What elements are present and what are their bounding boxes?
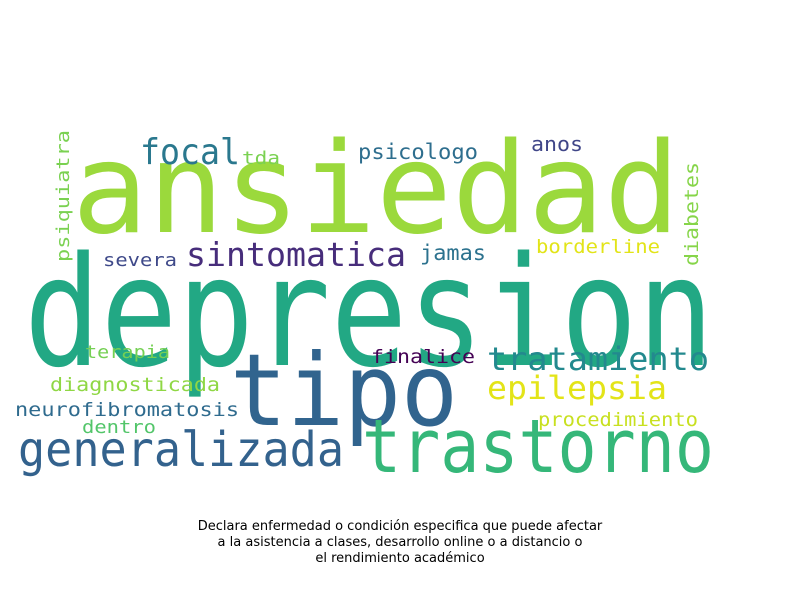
word-generalizada: generalizada bbox=[18, 422, 344, 478]
word-sintomatica: sintomatica bbox=[186, 235, 406, 274]
word-depresion: depresion bbox=[24, 224, 714, 401]
caption-line-3: el rendimiento académico bbox=[315, 551, 485, 566]
word-tda: tda bbox=[242, 148, 280, 169]
word-epilepsia: epilepsia bbox=[487, 369, 667, 407]
word-jamas: jamas bbox=[420, 241, 486, 265]
word-psicologo: psicologo bbox=[358, 140, 478, 164]
word-diabetes: diabetes bbox=[681, 162, 703, 266]
word-diagnosticada: diagnosticada bbox=[50, 374, 220, 396]
word-dentro: dentro bbox=[82, 417, 156, 438]
word-tipo: tipo bbox=[230, 332, 458, 449]
word-trastorno: trastorno bbox=[362, 404, 714, 490]
word-anos: anos bbox=[531, 132, 583, 156]
caption: Declara enfermedad o condición especific… bbox=[100, 519, 700, 567]
word-procedimiento: procedimiento bbox=[538, 409, 698, 431]
word-severa: severa bbox=[103, 250, 177, 271]
word-finalice: finalice bbox=[371, 346, 475, 368]
word-terapia: terapia bbox=[85, 342, 170, 363]
word-neurofibromatosis: neurofibromatosis bbox=[15, 399, 239, 421]
word-ansiedad: ansiedad bbox=[72, 115, 680, 262]
word-borderline: borderline bbox=[536, 236, 660, 258]
word-focal: focal bbox=[140, 132, 240, 173]
caption-line-2: a la asistencia a clases, desarrollo onl… bbox=[217, 535, 583, 550]
caption-line-1: Declara enfermedad o condición especific… bbox=[197, 519, 603, 534]
word-psiquiatra: psiquiatra bbox=[53, 130, 74, 262]
word-tratamiento: tratamiento bbox=[487, 340, 709, 378]
